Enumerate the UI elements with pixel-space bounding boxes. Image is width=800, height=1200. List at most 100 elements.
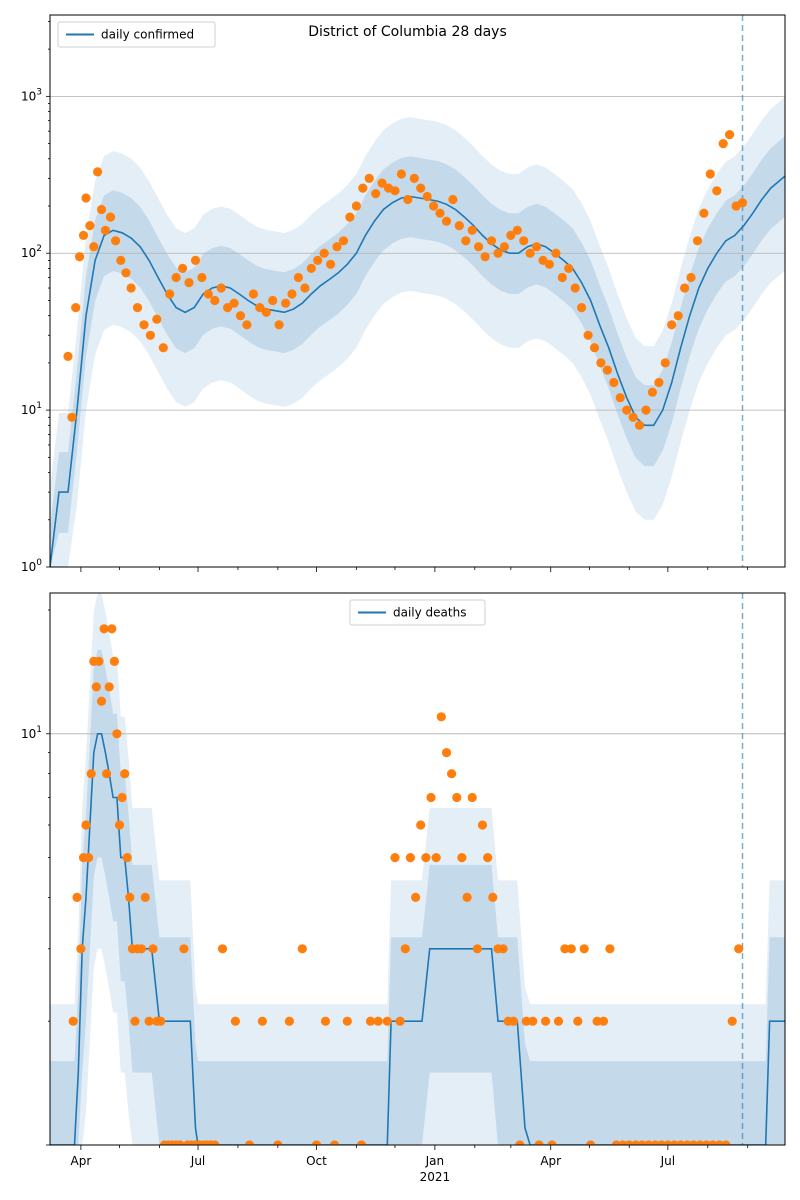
- deaths-legend: daily deaths: [349, 599, 486, 626]
- data-point: [472, 944, 482, 954]
- data-point: [125, 892, 135, 903]
- data-point: [673, 311, 683, 321]
- data-point: [242, 320, 252, 330]
- deaths-outer-band: [50, 593, 785, 1145]
- data-point: [615, 393, 625, 403]
- data-point: [111, 236, 121, 246]
- data-point: [447, 769, 457, 779]
- data-point: [287, 289, 297, 299]
- data-point: [281, 298, 291, 308]
- x-tick-label: Oct: [306, 1154, 327, 1168]
- data-point: [396, 169, 406, 179]
- data-point: [306, 263, 316, 273]
- data-point: [140, 892, 150, 903]
- y-tick-label: 101: [21, 725, 42, 741]
- deaths-inner-band: [50, 649, 785, 1145]
- confirmed-legend: daily confirmed: [57, 21, 216, 48]
- data-point: [667, 320, 677, 330]
- data-point: [84, 853, 94, 863]
- data-point: [139, 320, 149, 330]
- data-point: [493, 248, 503, 258]
- data-point: [356, 1140, 367, 1145]
- series-line: [50, 175, 785, 567]
- data-point: [235, 311, 246, 321]
- data-point: [422, 191, 432, 202]
- data-point: [297, 944, 307, 954]
- data-point: [117, 792, 127, 803]
- data-point: [506, 230, 516, 240]
- data-point: [725, 130, 735, 140]
- inner-uncertainty-band: [50, 136, 785, 567]
- legend-box: [349, 599, 486, 626]
- legend-box: [57, 21, 216, 48]
- data-point: [573, 1016, 583, 1026]
- data-point: [116, 255, 126, 265]
- data-point: [686, 272, 696, 283]
- confirmed-outer-band: [50, 96, 785, 567]
- y-tick-label: 102: [21, 244, 42, 260]
- data-point: [577, 303, 587, 313]
- data-point: [534, 1140, 544, 1145]
- data-point: [431, 853, 441, 863]
- data-point: [409, 173, 419, 183]
- data-point: [96, 696, 107, 706]
- data-point: [416, 183, 426, 193]
- data-point: [579, 944, 589, 954]
- data-point: [203, 289, 213, 299]
- data-point: [329, 1140, 340, 1145]
- data-point: [96, 204, 107, 215]
- data-point: [647, 387, 658, 397]
- data-point: [634, 420, 645, 430]
- data-point: [93, 167, 103, 177]
- data-point: [178, 263, 188, 273]
- data-point: [660, 358, 670, 368]
- data-point: [474, 242, 484, 252]
- data-point: [641, 405, 651, 415]
- data-point: [551, 248, 561, 258]
- data-point: [68, 1016, 78, 1026]
- data-point: [605, 944, 615, 954]
- data-point: [284, 1016, 294, 1026]
- data-point: [326, 259, 336, 269]
- data-point: [528, 1016, 538, 1026]
- data-point: [190, 255, 201, 265]
- data-point: [467, 792, 477, 803]
- data-point: [85, 221, 95, 231]
- confirmed-panel: 100 101 102 103 District of Columbia 28 day…: [21, 14, 786, 574]
- data-point: [100, 225, 110, 235]
- data-point: [654, 377, 664, 388]
- data-point: [274, 320, 284, 330]
- data-point: [488, 892, 498, 903]
- data-point: [197, 272, 207, 283]
- data-point: [371, 189, 381, 199]
- data-point: [229, 298, 239, 308]
- data-point: [525, 248, 535, 258]
- data-point: [338, 236, 349, 246]
- data-point: [411, 892, 421, 903]
- data-point: [171, 272, 181, 283]
- data-point: [107, 624, 117, 634]
- data-point: [553, 1016, 564, 1026]
- data-point: [67, 412, 77, 422]
- data-point: [273, 1140, 283, 1145]
- data-point: [557, 272, 567, 283]
- data-point: [320, 1016, 331, 1026]
- data-point: [114, 820, 125, 830]
- confirmed-points: [63, 130, 748, 430]
- deaths-panel: 101 Apr Jul Oct Jan Apr Jul 2021 daily deaths: [21, 592, 786, 1184]
- deaths-x-axis: Apr Jul Oct Jan Apr Jul 2021: [71, 1145, 749, 1184]
- data-point: [217, 944, 228, 954]
- data-point: [416, 820, 426, 830]
- data-point: [498, 944, 508, 954]
- data-point: [480, 252, 490, 262]
- inner-uncertainty-band: [50, 649, 785, 1145]
- data-point: [609, 377, 619, 388]
- outer-uncertainty-band: [50, 593, 785, 1145]
- data-point: [521, 1016, 531, 1026]
- confirmed-x-axis: [80, 567, 749, 572]
- data-point: [448, 194, 458, 205]
- data-point: [351, 201, 361, 211]
- data-point: [145, 330, 155, 340]
- data-point: [680, 283, 690, 293]
